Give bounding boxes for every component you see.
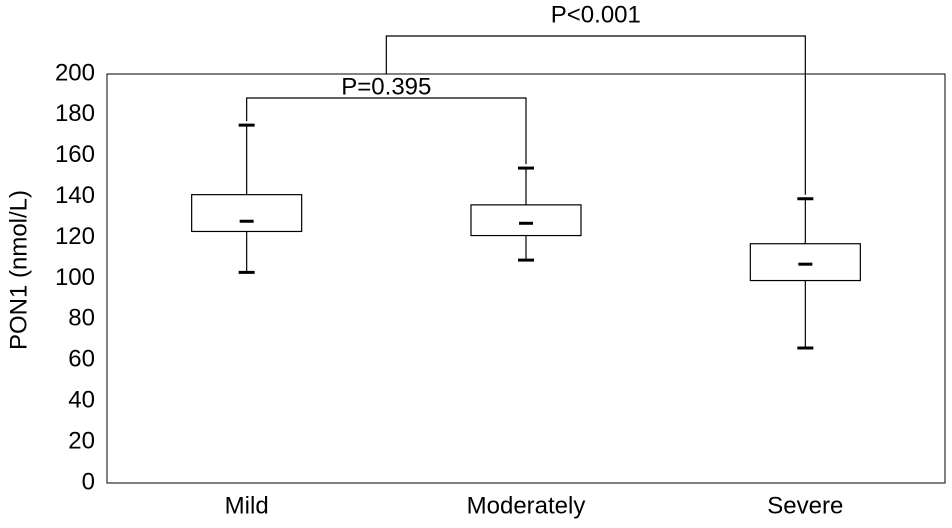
y-tick-label: 40	[68, 387, 95, 414]
annotation: P=0.395	[341, 73, 431, 100]
x-tick-label: Moderately	[467, 492, 586, 519]
annotation: P<0.001	[551, 1, 641, 28]
x-tick-label: Severe	[767, 492, 843, 519]
bracket	[385, 35, 806, 195]
y-tick-label: 200	[55, 59, 95, 86]
y-tick-label: 0	[82, 468, 95, 495]
y-tick-label: 120	[55, 223, 95, 250]
box	[470, 204, 582, 237]
y-tick-label: 20	[68, 427, 95, 454]
y-axis-label: PON1 (nmol/L)	[5, 190, 32, 350]
box	[749, 243, 861, 282]
plot-frame	[106, 73, 946, 484]
y-tick-label: 60	[68, 346, 95, 373]
y-tick-label: 100	[55, 264, 95, 291]
box	[191, 194, 303, 233]
bracket	[246, 97, 527, 165]
y-tick-label: 140	[55, 182, 95, 209]
y-tick-label: 80	[68, 305, 95, 332]
y-tick-label: 160	[55, 141, 95, 168]
x-tick-label: Mild	[225, 492, 269, 519]
y-tick-label: 180	[55, 100, 95, 127]
